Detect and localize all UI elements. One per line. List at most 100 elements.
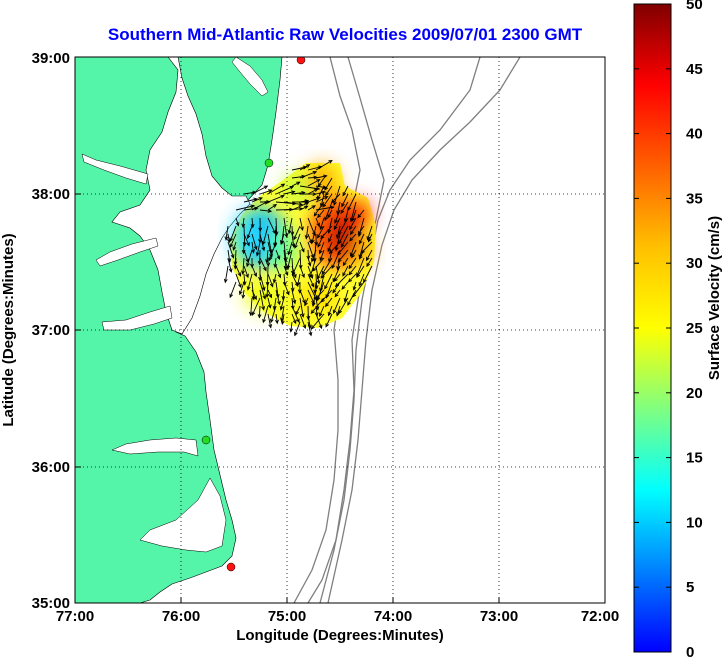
colorbar-tick-label: 30 <box>686 255 703 272</box>
velocity-vector-head <box>297 289 302 294</box>
velocity-vector-head <box>287 229 292 235</box>
velocity-vector <box>348 265 357 275</box>
velocity-vector-head <box>334 293 339 298</box>
velocity-vector <box>299 200 309 203</box>
station-marker-red <box>296 57 306 65</box>
velocity-vector-head <box>279 306 284 311</box>
velocity-vector <box>315 273 318 289</box>
velocity-vector-head <box>273 263 278 269</box>
velocity-vector <box>334 273 341 282</box>
velocity-vector <box>235 205 255 211</box>
velocity-vector-head <box>304 205 309 210</box>
velocity-vector-head <box>263 267 267 272</box>
velocity-vector <box>243 198 258 203</box>
velocity-vector-head <box>258 197 263 201</box>
velocity-vector <box>358 233 365 244</box>
velocity-vector <box>307 241 314 258</box>
x-tick-label: 72:00 <box>581 608 619 625</box>
velocity-vector <box>251 281 255 300</box>
delaware-bay <box>231 57 269 97</box>
velocity-vector <box>283 201 303 206</box>
velocity-vector <box>311 313 325 330</box>
velocity-vector <box>319 305 325 317</box>
velocity-vector <box>359 241 365 259</box>
velocity-vector-head <box>307 262 312 267</box>
velocity-vector-head <box>266 262 271 268</box>
velocity-vector-head <box>332 289 337 294</box>
velocity-vector-head <box>342 261 347 267</box>
velocity-vector <box>328 217 333 233</box>
colorbar-tick-label: 5 <box>686 579 694 596</box>
velocity-vector <box>234 257 237 269</box>
velocity-vector <box>242 289 245 299</box>
velocity-vector-head <box>255 252 260 257</box>
velocity-vector-head <box>235 222 240 227</box>
velocity-vector-head <box>246 242 250 247</box>
map-title: Southern Mid-Atlantic Raw Velocities 200… <box>108 25 583 44</box>
velocity-vector <box>324 201 333 221</box>
velocity-vector-head <box>332 309 337 315</box>
velocity-vector-head <box>280 183 286 188</box>
velocity-vector-head <box>281 295 286 301</box>
velocity-vector-head <box>333 225 338 231</box>
velocity-vector <box>366 249 373 261</box>
velocity-vector <box>325 185 333 196</box>
velocity-vector <box>332 265 341 282</box>
velocity-vector <box>267 183 285 195</box>
velocity-vector-head <box>261 286 266 292</box>
velocity-vector-head <box>304 301 308 307</box>
velocity-vector-head <box>289 186 295 190</box>
velocity-vector-head <box>287 250 292 256</box>
velocity-vector-head <box>241 223 246 229</box>
velocity-vector-head <box>293 235 297 241</box>
velocity-vector-head <box>229 243 234 248</box>
potomac-river <box>81 153 149 185</box>
velocity-vector <box>325 313 333 327</box>
velocity-vector <box>347 193 357 211</box>
velocity-vector-head <box>311 205 316 209</box>
velocity-vector <box>243 191 256 195</box>
velocity-vector-head <box>316 197 321 201</box>
velocity-vector <box>315 305 318 316</box>
velocity-vector-head <box>230 254 235 259</box>
velocity-vector <box>288 241 293 255</box>
velocity-vector <box>307 321 312 336</box>
x-axis-label: Longitude (Degrees:Minutes) <box>236 627 444 644</box>
velocity-vector <box>311 249 317 262</box>
velocity-vector <box>363 265 373 283</box>
velocity-vector <box>336 305 341 316</box>
velocity-vector <box>243 233 250 246</box>
velocity-vector <box>319 241 325 254</box>
velocity-vector <box>347 289 357 306</box>
velocity-vector-head <box>347 301 351 306</box>
velocity-vector-head <box>269 253 273 259</box>
velocity-vector <box>299 265 305 278</box>
velocity-vector <box>315 217 320 227</box>
velocity-vector-head <box>224 236 229 241</box>
velocity-vector-head <box>229 293 234 299</box>
velocity-vector <box>366 257 373 267</box>
velocity-vector <box>291 281 294 292</box>
velocity-vector <box>267 273 274 287</box>
velocity-vector <box>307 179 320 187</box>
velocity-vector-head <box>311 302 316 308</box>
velocity-vector <box>267 195 285 203</box>
velocity-vector <box>258 305 261 318</box>
velocity-vector <box>350 241 357 257</box>
velocity-vector-head <box>324 196 329 200</box>
velocity-vector-head <box>289 328 294 333</box>
velocity-vector-head <box>273 243 278 248</box>
velocity-vector <box>283 257 289 270</box>
velocity-vector <box>315 289 325 299</box>
velocity-vector <box>259 189 272 195</box>
velocity-vector-head <box>313 175 318 180</box>
x-tick-labels: 77:00 76:00 75:00 74:00 73:00 72:00 <box>56 608 619 625</box>
velocity-vector-head <box>308 239 313 245</box>
y-tick-label: 36:00 <box>32 459 70 476</box>
velocity-vector-head <box>251 311 256 317</box>
velocity-vector-head <box>268 189 273 193</box>
velocity-vector <box>235 217 239 226</box>
velocity-vector <box>275 289 281 305</box>
velocity-vector <box>319 273 325 292</box>
velocity-vector-head <box>341 285 346 290</box>
